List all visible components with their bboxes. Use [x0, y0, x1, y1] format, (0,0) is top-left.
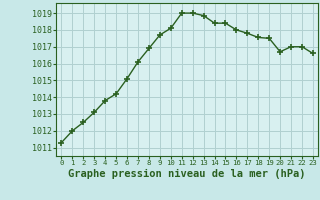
X-axis label: Graphe pression niveau de la mer (hPa): Graphe pression niveau de la mer (hPa) — [68, 169, 306, 179]
